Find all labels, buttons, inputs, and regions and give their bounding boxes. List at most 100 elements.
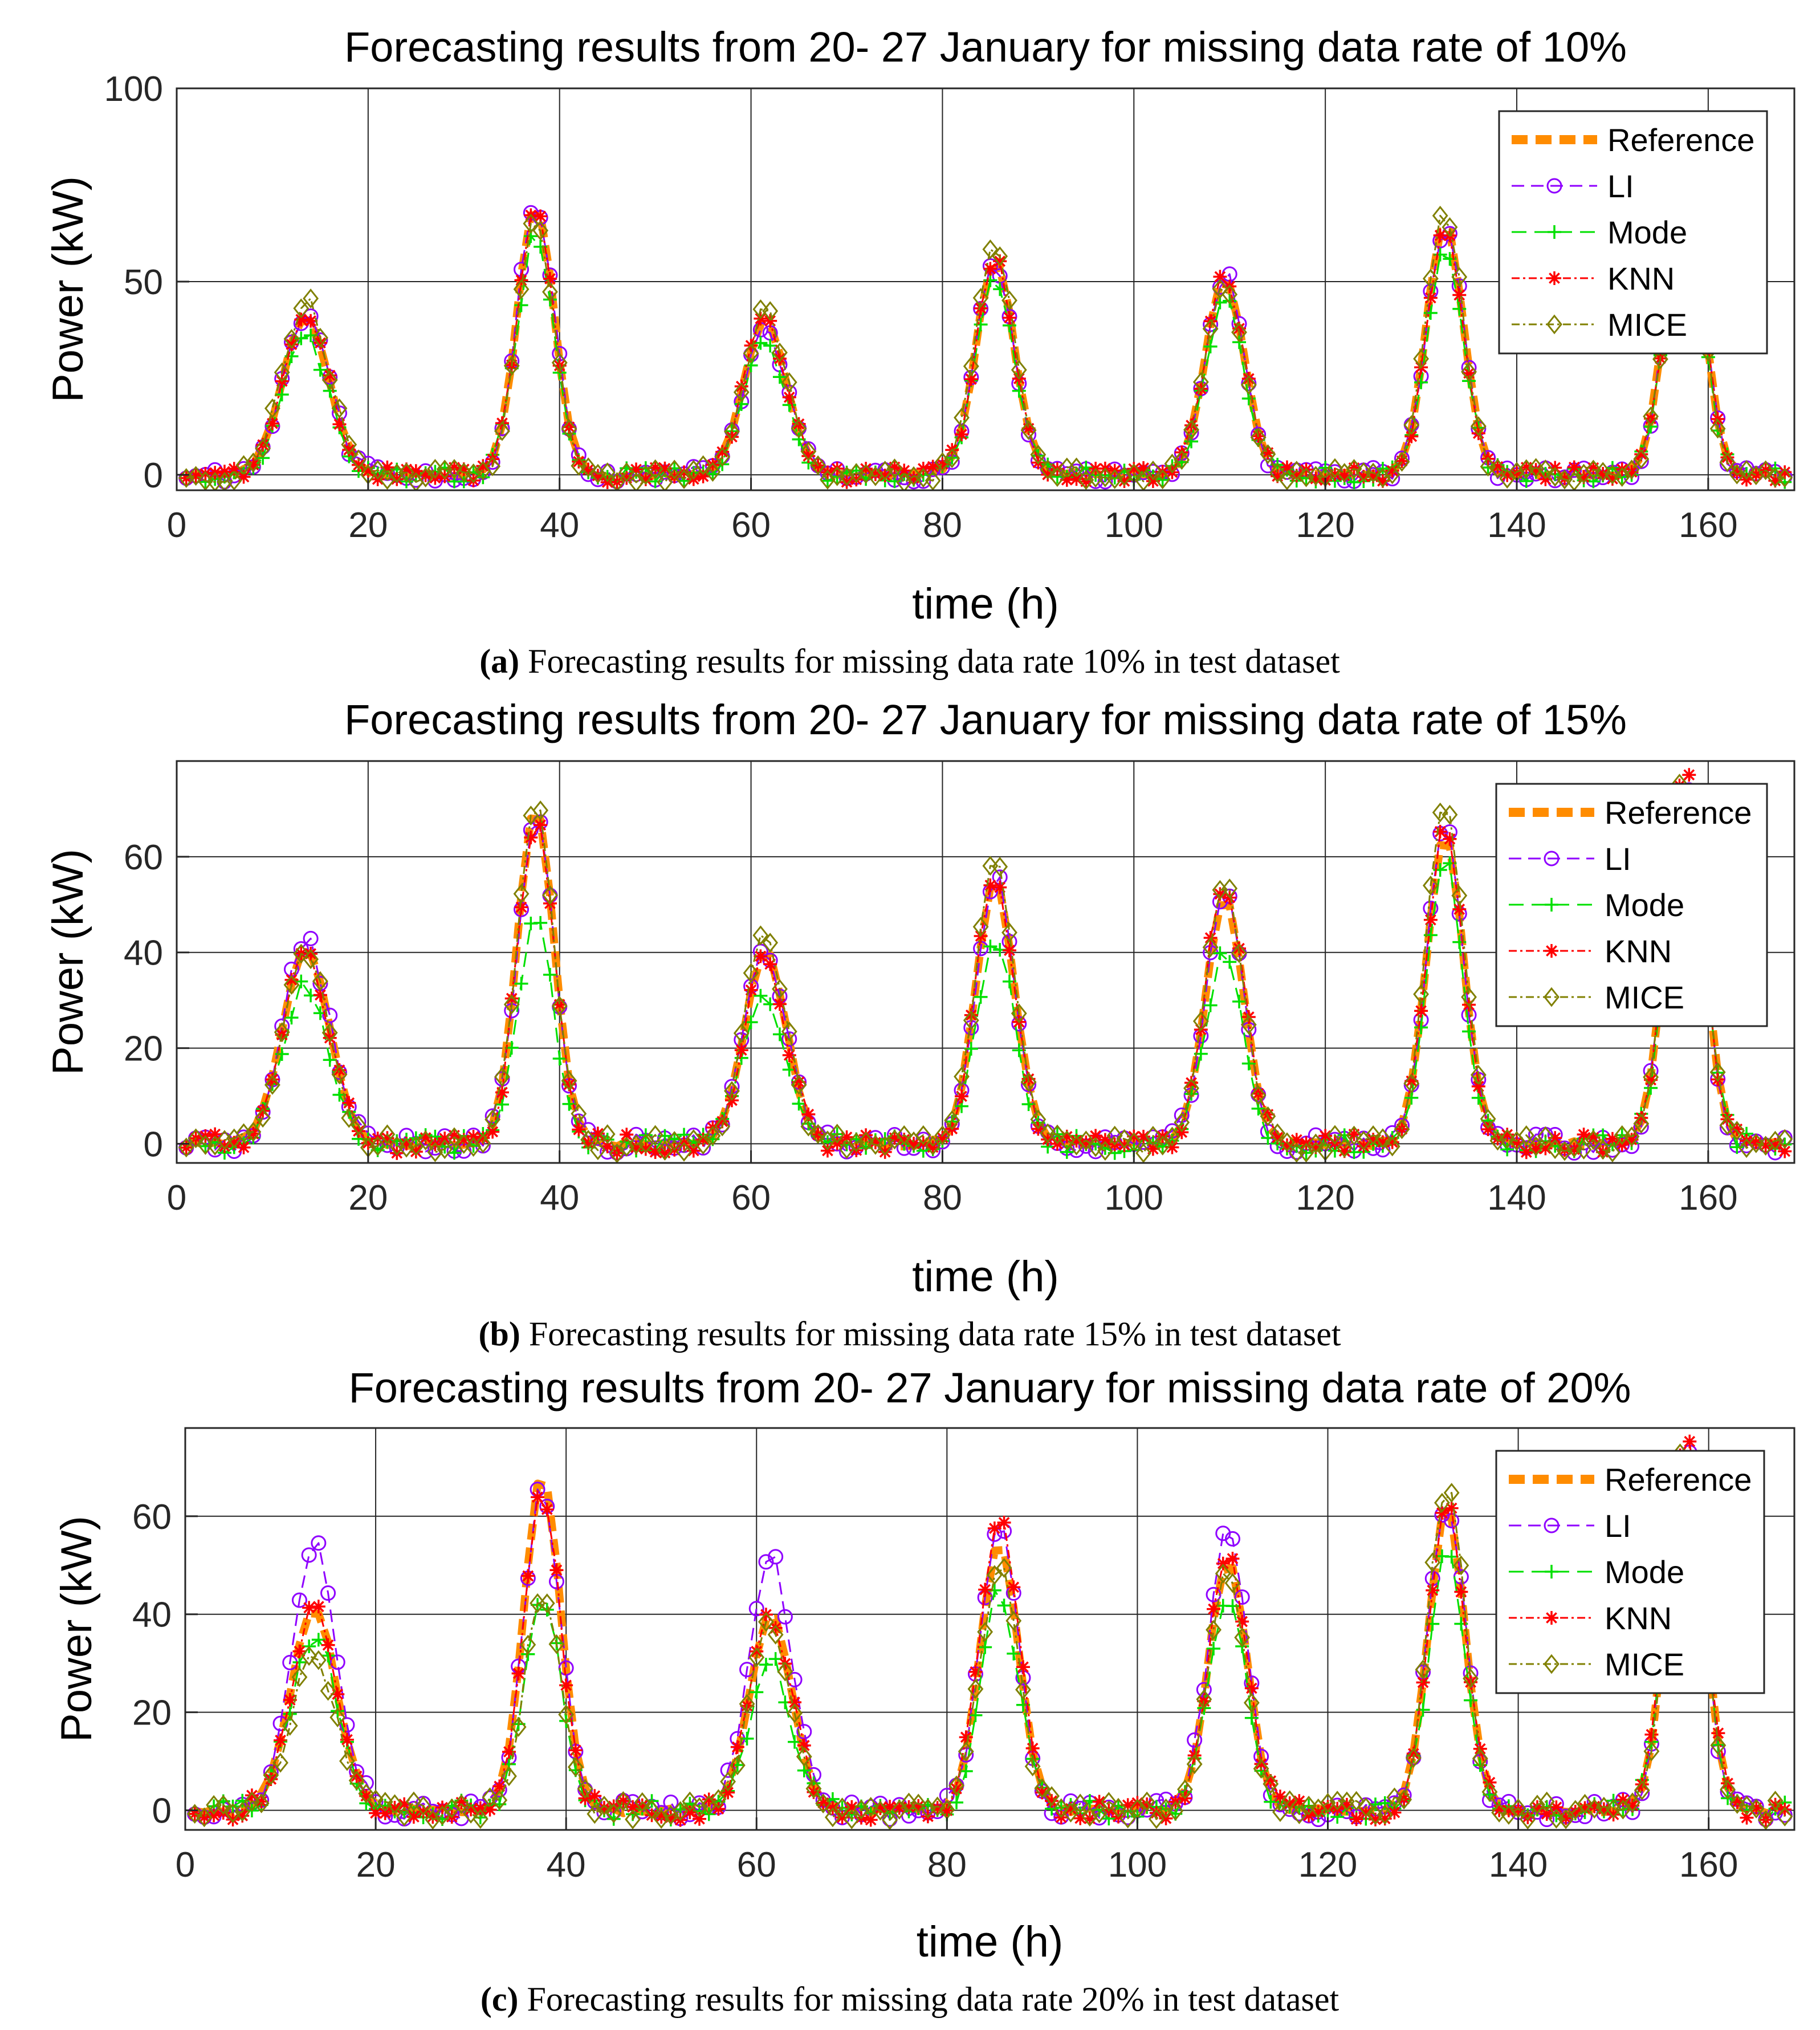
- marker-mice: [577, 1779, 593, 1799]
- marker-mice: [1461, 987, 1477, 1007]
- marker-li: [1544, 851, 1560, 866]
- marker-mice: [810, 455, 826, 475]
- series-line-mice: [194, 1453, 1786, 1821]
- marker-mice: [944, 448, 960, 469]
- marker-mice: [1231, 322, 1247, 343]
- marker-mice: [948, 1775, 964, 1796]
- marker-knn: [304, 314, 318, 328]
- marker-mice: [417, 1130, 434, 1150]
- marker-mode: [1444, 1549, 1459, 1564]
- marker-li: [301, 1547, 317, 1563]
- marker-li: [1528, 1126, 1544, 1142]
- marker-knn: [1454, 1585, 1468, 1599]
- marker-mice: [1091, 1803, 1108, 1824]
- marker-knn: [693, 1812, 707, 1826]
- marker-knn: [217, 1139, 231, 1153]
- marker-mode: [1545, 1565, 1558, 1579]
- marker-knn: [1194, 381, 1208, 396]
- marker-knn: [955, 1089, 969, 1104]
- marker-mice: [1757, 1810, 1774, 1830]
- marker-knn: [1207, 1602, 1221, 1616]
- marker-mice: [369, 459, 386, 480]
- marker-knn: [635, 1798, 649, 1812]
- marker-knn: [1624, 465, 1639, 479]
- marker-knn: [189, 469, 203, 483]
- marker-mice: [503, 356, 520, 376]
- figure-caption: (c) Forecasting results for missing data…: [481, 1980, 1339, 2018]
- caption-text: Forecasting results for missing data rat…: [519, 642, 1340, 680]
- marker-knn: [859, 1128, 873, 1142]
- marker-mice: [437, 1139, 453, 1160]
- marker-li: [781, 1031, 797, 1047]
- marker-mice: [1491, 1803, 1508, 1822]
- marker-knn: [600, 1140, 614, 1154]
- marker-mice: [1040, 459, 1056, 480]
- marker-mice: [1557, 1141, 1573, 1161]
- marker-knn: [620, 1128, 634, 1142]
- marker-knn: [1241, 372, 1256, 386]
- marker-mice: [733, 1023, 750, 1043]
- marker-knn: [534, 209, 548, 223]
- marker-mice: [919, 1799, 936, 1819]
- marker-mice: [1177, 1779, 1193, 1800]
- marker-knn: [1711, 1726, 1725, 1740]
- marker-knn: [294, 312, 308, 327]
- marker-mice: [520, 1634, 536, 1655]
- marker-knn: [1740, 1811, 1754, 1825]
- marker-mice: [1164, 1126, 1180, 1147]
- marker-knn: [1121, 1798, 1135, 1812]
- marker-mice: [1250, 1085, 1267, 1105]
- marker-knn: [1328, 467, 1342, 482]
- markers-mice: [178, 193, 1793, 490]
- marker-knn: [1225, 1552, 1240, 1566]
- marker-knn: [772, 997, 787, 1011]
- marker-knn: [645, 1808, 659, 1822]
- marker-mice: [1374, 467, 1391, 488]
- marker-mice: [748, 1647, 765, 1667]
- marker-mice: [724, 421, 740, 442]
- marker-mice: [634, 1792, 650, 1812]
- marker-knn: [331, 1687, 345, 1701]
- marker-mice: [1139, 1791, 1155, 1812]
- marker-mode: [772, 370, 787, 384]
- marker-mice: [819, 469, 836, 490]
- marker-knn: [1778, 1144, 1792, 1158]
- marker-knn: [1423, 291, 1438, 305]
- marker-knn: [1309, 1140, 1323, 1154]
- marker-mice: [1145, 460, 1161, 481]
- marker-mice: [1192, 372, 1209, 392]
- marker-mice: [1528, 458, 1544, 478]
- marker-mice: [1377, 1804, 1393, 1825]
- marker-knn: [1216, 1556, 1230, 1571]
- marker-knn: [1634, 1110, 1648, 1125]
- marker-mice: [848, 463, 865, 483]
- marker-mice: [1358, 1797, 1374, 1817]
- marker-knn: [476, 459, 490, 473]
- marker-mode: [311, 1633, 325, 1647]
- chart-title: Forecasting results from 20- 27 January …: [344, 696, 1627, 743]
- marker-mice: [1183, 1078, 1199, 1099]
- marker-knn: [816, 1796, 830, 1810]
- marker-li: [663, 1795, 679, 1811]
- marker-mice: [666, 1131, 683, 1151]
- marker-mice: [772, 979, 788, 999]
- markers-mice: [178, 774, 1793, 1163]
- marker-knn: [1577, 470, 1591, 484]
- marker-mice: [1260, 1106, 1276, 1126]
- marker-knn: [1557, 1143, 1571, 1157]
- series-line-mice: [185, 783, 1785, 1154]
- marker-knn: [1137, 1129, 1151, 1144]
- marker-mice: [1186, 1754, 1203, 1775]
- x-tick-label: 80: [923, 1178, 962, 1218]
- legend-label-reference: Reference: [1605, 795, 1752, 831]
- marker-knn: [406, 1810, 421, 1824]
- marker-knn: [1073, 1811, 1088, 1825]
- marker-knn: [274, 1733, 288, 1747]
- marker-knn: [1347, 1127, 1361, 1141]
- marker-mice: [996, 1558, 1012, 1578]
- marker-mice: [1049, 1124, 1065, 1145]
- marker-mice: [293, 298, 310, 319]
- marker-mice: [1116, 1129, 1133, 1149]
- marker-mice: [1062, 1803, 1079, 1822]
